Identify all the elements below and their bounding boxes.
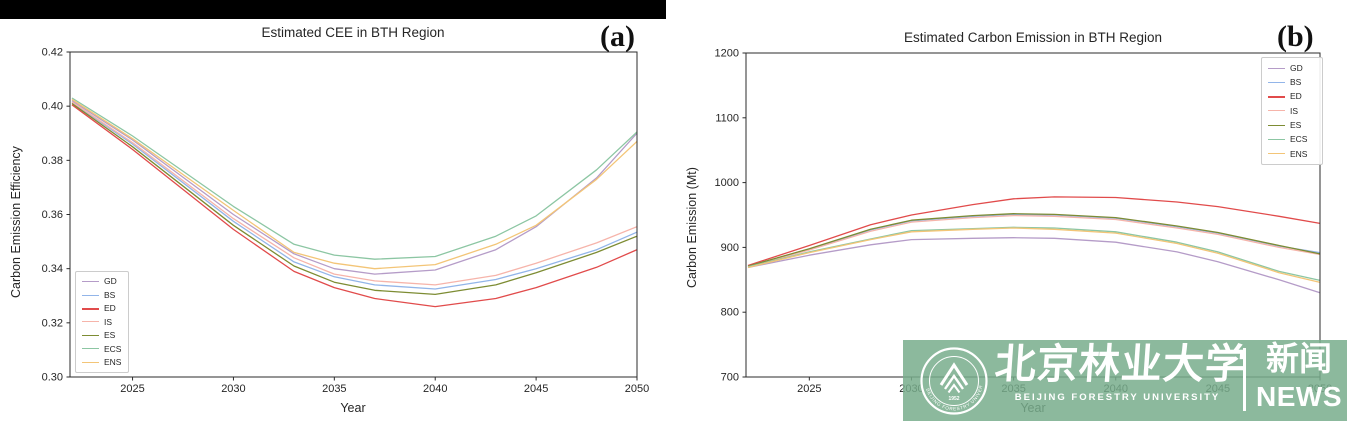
series-line-ES <box>747 213 1321 267</box>
seal-tree-chevron-outer <box>939 362 969 386</box>
legend-swatch-ENS <box>1268 153 1285 155</box>
y-tick-label: 1200 <box>715 48 739 60</box>
legend-swatch-ED <box>82 307 99 310</box>
legend-label: IS <box>1290 105 1299 116</box>
series-line-ECS <box>71 97 638 260</box>
series-line-IS <box>747 214 1321 268</box>
legend-swatch-ECS <box>82 348 99 350</box>
legend-entry-BS: BS <box>1268 78 1316 87</box>
legend-label: GD <box>104 276 117 287</box>
watermark-banner: 1952 BEIJING FORESTRY UNIVERSITY 北京林业大学 … <box>903 340 1347 421</box>
legend-swatch-BS <box>82 294 99 296</box>
series-line-ED <box>747 196 1321 267</box>
y-tick-label: 1000 <box>715 177 739 189</box>
x-tick-label: 2025 <box>797 383 821 395</box>
chart-b-title: Estimated Carbon Emission in BTH Region <box>903 30 1163 45</box>
y-tick-label: 0.32 <box>42 317 63 329</box>
university-name-en: BEIJING FORESTRY UNIVERSITY <box>1014 392 1221 403</box>
legend-label: ECS <box>1290 134 1308 145</box>
series-line-GD <box>71 100 638 275</box>
x-tick-label: 2035 <box>322 383 346 395</box>
y-tick-label: 0.36 <box>42 209 63 221</box>
news-label-en: NEWS <box>1256 381 1342 412</box>
panel-tag-b: (b) <box>1277 20 1314 53</box>
y-tick-label: 0.30 <box>42 372 63 384</box>
seal-tree-chevron-mid <box>944 373 964 390</box>
university-seal-logo: 1952 BEIJING FORESTRY UNIVERSITY <box>920 347 988 415</box>
panel-tag-a: (a) <box>600 20 635 53</box>
x-tick-label: 2050 <box>625 383 649 395</box>
legend-label: ED <box>1290 91 1302 102</box>
legend-swatch-IS <box>82 321 99 323</box>
legend-label: ES <box>104 330 116 341</box>
legend-entry-ES: ES <box>1268 121 1316 130</box>
x-tick-label: 2025 <box>120 383 144 395</box>
legend-label: ENS <box>104 356 122 367</box>
legend-swatch-IS <box>1268 110 1285 112</box>
legend-label: BS <box>104 289 116 300</box>
chart-a-xlabel: Year <box>340 401 366 415</box>
legend-entry-IS: IS <box>82 318 122 327</box>
y-tick-label: 0.42 <box>42 47 63 59</box>
legend-entry-BS: BS <box>82 291 122 300</box>
y-tick-label: 700 <box>721 372 739 384</box>
legend-entry-ED: ED <box>1268 92 1316 101</box>
legend-label: ECS <box>104 343 122 354</box>
series-line-ES <box>71 102 638 296</box>
banner-divider <box>1243 348 1246 411</box>
legend-entry-GD: GD <box>82 277 122 286</box>
legend-label: IS <box>104 316 113 327</box>
legend-swatch-GD <box>1268 67 1285 69</box>
series-line-ENS <box>71 98 638 270</box>
y-tick-label: 0.38 <box>42 155 63 167</box>
x-tick-label: 2040 <box>423 383 447 395</box>
seal-tree-chevron-inner <box>947 383 961 394</box>
x-tick-label: 2045 <box>524 383 548 395</box>
legend-entry-ENS: ENS <box>82 358 122 367</box>
y-tick-label: 0.40 <box>42 101 63 113</box>
legend-entry-ED: ED <box>82 304 122 313</box>
x-tick-label: 2030 <box>221 383 245 395</box>
y-tick-label: 800 <box>721 307 739 319</box>
legend-entry-ECS: ECS <box>82 345 122 354</box>
series-line-ECS <box>747 226 1321 282</box>
legend-swatch-GD <box>82 281 99 283</box>
series-line-ED <box>71 104 638 308</box>
legend-entry-ENS: ENS <box>1268 150 1316 159</box>
y-tick-label: 900 <box>721 242 739 254</box>
legend-swatch-BS <box>1268 81 1285 83</box>
legend-label: ENS <box>1290 148 1308 159</box>
seal-year: 1952 <box>948 396 959 402</box>
chart-a-legend: GD BS ED IS ES ECS ENS <box>75 271 129 373</box>
series-line-BS <box>71 102 638 290</box>
legend-entry-ECS: ECS <box>1268 135 1316 144</box>
legend-swatch-ECS <box>1268 139 1285 141</box>
legend-label: GD <box>1290 62 1303 73</box>
legend-swatch-ED <box>1268 95 1285 98</box>
news-label-cn: 新闻 <box>1266 340 1332 377</box>
legend-swatch-ES <box>82 334 99 336</box>
series-line-ENS <box>747 227 1321 284</box>
legend-swatch-ES <box>1268 124 1285 126</box>
legend-entry-IS: IS <box>1268 107 1316 116</box>
y-tick-label: 1100 <box>715 112 739 124</box>
chart-a-title: Estimated CEE in BTH Region <box>261 25 445 40</box>
legend-entry-GD: GD <box>1268 64 1316 73</box>
series-line-GD <box>747 237 1321 294</box>
legend-label: BS <box>1290 77 1302 88</box>
legend-label: ED <box>104 303 116 314</box>
legend-label: ES <box>1290 120 1302 131</box>
chart-b-legend: GD BS ED IS ES ECS ENS <box>1261 57 1323 165</box>
y-tick-label: 0.34 <box>42 263 63 275</box>
university-name-cn: 北京林业大学 <box>993 341 1249 387</box>
top-black-bar <box>0 0 666 19</box>
series-line-IS <box>71 101 638 286</box>
legend-entry-ES: ES <box>82 331 122 340</box>
legend-swatch-ENS <box>82 361 99 363</box>
